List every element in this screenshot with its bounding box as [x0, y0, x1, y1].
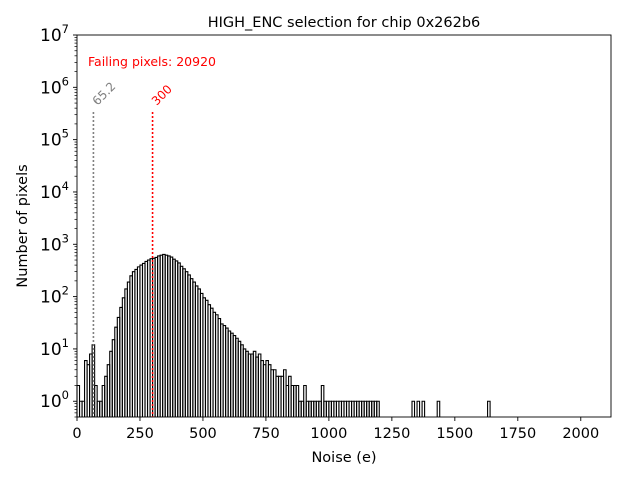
y-tick-label: 103	[40, 231, 69, 255]
y-tick-label: 102	[40, 284, 69, 308]
y-tick-layer: 100 101 102 103 104 105 106 107	[40, 22, 77, 418]
histogram-bin	[487, 400, 491, 417]
x-tick-label: 1250	[373, 426, 410, 442]
x-tick-layer: 0 250 500 750 1000 1250 1500 1750 2000	[72, 417, 599, 442]
histogram-bin	[411, 400, 416, 417]
y-tick-label: 100	[40, 388, 69, 412]
y-axis-label: Number of pixels	[15, 164, 31, 287]
histogram-bin	[436, 400, 441, 417]
x-tick-label: 1500	[436, 426, 473, 442]
y-tick-label: 106	[40, 74, 69, 98]
x-tick-label: 1750	[499, 426, 536, 442]
plot-frame	[76, 34, 612, 418]
y-tick-label: 105	[40, 127, 69, 151]
histogram-bin	[416, 400, 421, 417]
x-tick-label: 750	[252, 426, 280, 442]
histogram-bin	[376, 400, 380, 417]
x-axis-label: Noise (e)	[311, 450, 376, 466]
y-tick-label: 101	[40, 336, 69, 360]
failing-pixels-annotation: Failing pixels: 20920	[88, 54, 216, 69]
x-tick-label: 0	[72, 426, 81, 442]
y-tick-label: 104	[40, 179, 69, 203]
y-tick-label: 107	[40, 22, 69, 46]
x-tick-label: 1000	[310, 426, 347, 442]
x-tick-label: 2000	[562, 426, 599, 442]
x-tick-label: 500	[189, 426, 217, 442]
histogram-layer	[76, 253, 491, 417]
x-tick-label: 250	[126, 426, 154, 442]
histogram-bin	[421, 400, 426, 417]
chart-title: HIGH_ENC selection for chip 0x262b6	[208, 15, 481, 31]
